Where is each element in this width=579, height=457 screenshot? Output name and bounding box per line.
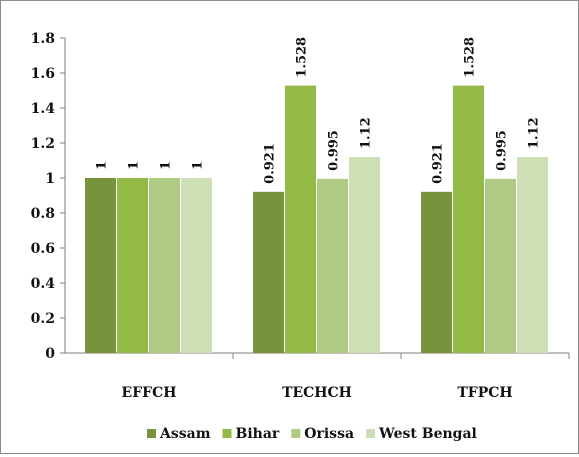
data-label: 0.995 xyxy=(495,130,510,171)
y-tick-label: 1.2 xyxy=(31,136,55,152)
bar xyxy=(181,178,212,353)
data-label: 1.12 xyxy=(527,117,542,149)
legend-label: Bihar xyxy=(236,426,280,442)
y-tick-label: 0.6 xyxy=(31,241,55,257)
chart-axes: 0 0.2 0.4 0.6 0.8 1 1.2 1.4 1.6 1.8 EFFCH TECHCH TFP… xyxy=(31,31,570,401)
data-label: 1.12 xyxy=(359,117,374,149)
bar xyxy=(317,178,348,353)
y-tick-label: 0.4 xyxy=(31,276,56,292)
legend-label: Assam xyxy=(159,426,211,442)
x-category-label: TFPCH xyxy=(457,385,512,401)
bar xyxy=(285,85,316,353)
bar xyxy=(117,178,148,353)
x-category-label: EFFCH xyxy=(122,385,177,401)
bar xyxy=(453,85,484,353)
chart-legend: Assam Bihar Orissa West Bengal xyxy=(147,426,477,442)
chart-bars xyxy=(85,85,548,353)
data-label: 1.528 xyxy=(463,37,478,78)
bar xyxy=(349,157,380,353)
y-tick-label: 1.6 xyxy=(31,66,55,82)
legend-swatch xyxy=(147,429,156,438)
legend-swatch xyxy=(366,429,376,438)
bar xyxy=(149,178,180,353)
data-label: 1 xyxy=(159,161,174,170)
x-category-label: TECHCH xyxy=(282,385,352,401)
legend-label: West Bengal xyxy=(378,426,477,442)
legend-swatch xyxy=(291,429,301,438)
y-tick-label: 1 xyxy=(45,171,55,187)
y-tick-label: 0 xyxy=(45,346,55,362)
data-label: 1 xyxy=(127,161,142,170)
bar xyxy=(485,178,516,353)
bar xyxy=(421,191,452,353)
data-label: 1.528 xyxy=(295,37,310,78)
y-tick-label: 0.2 xyxy=(31,311,55,327)
data-label: 1 xyxy=(191,161,206,170)
y-tick-label: 1.4 xyxy=(31,101,56,117)
data-label: 0.995 xyxy=(327,130,342,171)
bar xyxy=(517,157,548,353)
data-label: 0.921 xyxy=(263,143,278,184)
legend-swatch xyxy=(222,429,232,438)
data-label: 1 xyxy=(95,161,110,170)
y-tick-label: 0.8 xyxy=(31,206,55,222)
legend-label: Orissa xyxy=(304,426,354,442)
bar xyxy=(253,191,284,353)
chart-data-labels: 1 1 1 1 0.921 1.528 0.995 1.12 0.921 1.528 0.995 1.… xyxy=(95,37,542,184)
bar xyxy=(85,178,116,353)
data-label: 0.921 xyxy=(431,143,446,184)
y-tick-label: 1.8 xyxy=(31,31,55,47)
